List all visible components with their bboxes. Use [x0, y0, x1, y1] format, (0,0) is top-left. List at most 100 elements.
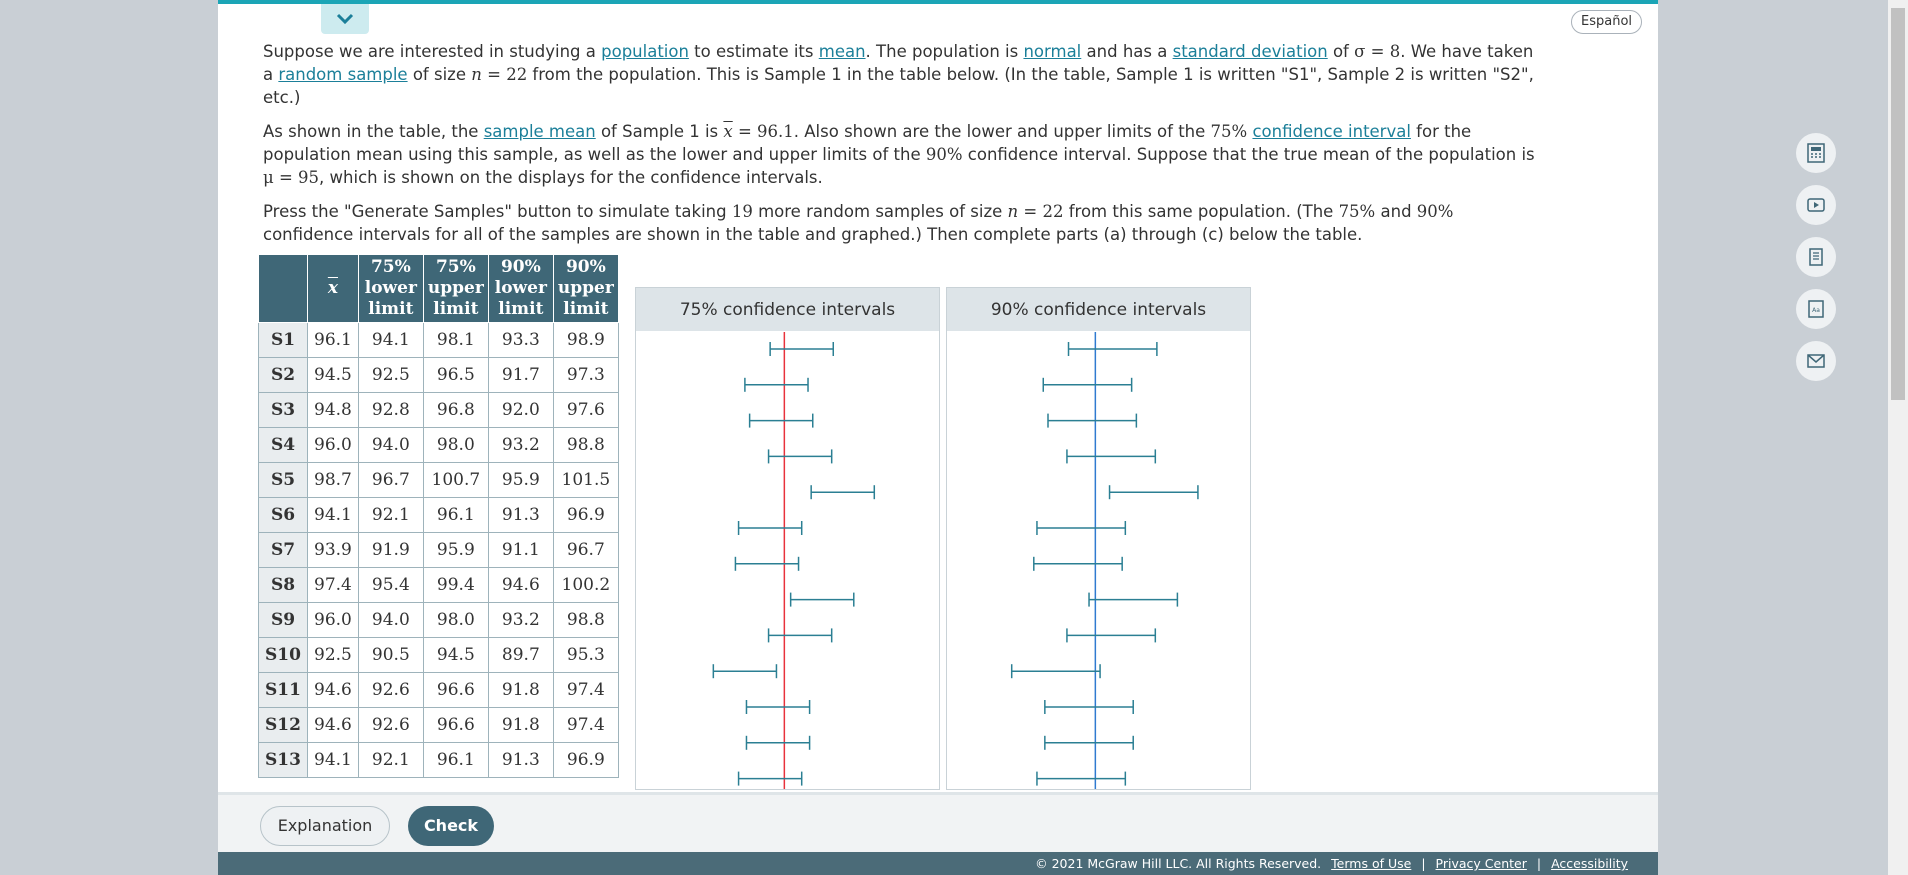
- sample-label: S13: [258, 742, 308, 778]
- text: . The population is: [865, 42, 1024, 61]
- ci75-upper: 98.1: [422, 322, 489, 358]
- sample-mean: 94.1: [307, 497, 359, 533]
- link-population[interactable]: population: [601, 42, 689, 61]
- calculator-button[interactable]: [1796, 133, 1836, 173]
- sample-mean: 96.0: [307, 427, 359, 463]
- link-sample-mean[interactable]: sample mean: [483, 122, 596, 141]
- ci90-lower: 93.2: [487, 602, 554, 638]
- separator: |: [1536, 856, 1542, 871]
- text: of size: [407, 65, 472, 84]
- ci75-upper: 96.1: [422, 742, 489, 778]
- interval-bar: [1036, 771, 1127, 786]
- ci75-lower: 90.5: [357, 637, 424, 673]
- ci90-lower: 89.7: [487, 637, 554, 673]
- interval-bar: [748, 413, 814, 428]
- collapse-toggle[interactable]: [321, 4, 369, 34]
- text: of Sample 1 is: [595, 122, 724, 141]
- ebook-button[interactable]: [1796, 237, 1836, 277]
- chart-title: 75% confidence intervals: [636, 288, 939, 331]
- question-page: Español Suppose we are interested in stu…: [218, 0, 1836, 875]
- link-random-sample[interactable]: random sample: [278, 65, 408, 84]
- ci90-lower: 91.3: [487, 497, 554, 533]
- ci75-lower: 94.0: [357, 427, 424, 463]
- legal-footer: © 2021 McGraw Hill LLC. All Rights Reser…: [218, 852, 1658, 875]
- ci75-upper: 96.5: [422, 357, 489, 393]
- video-icon: [1807, 198, 1825, 212]
- text: confidence interval. Suppose that the tr…: [962, 145, 1535, 164]
- ci90-upper: 100.2: [552, 567, 619, 603]
- sample-label: S9: [258, 602, 308, 638]
- privacy-link[interactable]: Privacy Center: [1435, 856, 1527, 871]
- ci90-lower: 95.9: [487, 462, 554, 498]
- samples-table: x 75% lower limit 75% upper limit 90% lo…: [258, 254, 619, 778]
- header-sample: [258, 254, 308, 323]
- table-row: S2 94.5 92.5 96.5 91.7 97.3: [258, 357, 619, 393]
- math-mu: μ = 95: [263, 168, 320, 187]
- sample-mean: 94.1: [307, 742, 359, 778]
- copyright-text: © 2021 McGraw Hill LLC. All Rights Reser…: [1035, 856, 1322, 871]
- ci90-lower: 93.3: [487, 322, 554, 358]
- ci90-upper: 97.4: [552, 672, 619, 708]
- ci75-lower: 92.6: [357, 672, 424, 708]
- explanation-button[interactable]: Explanation: [260, 806, 390, 846]
- interval-bar: [810, 485, 876, 500]
- math-19: 19: [731, 202, 753, 221]
- sample-label: S6: [258, 497, 308, 533]
- ci90-lower: 91.8: [487, 707, 554, 743]
- link-confidence-interval[interactable]: confidence interval: [1252, 122, 1411, 141]
- email-button[interactable]: [1796, 341, 1836, 381]
- ci75-upper: 99.4: [422, 567, 489, 603]
- ci90-lower: 91.3: [487, 742, 554, 778]
- glossary-button[interactable]: Aa: [1796, 289, 1836, 329]
- ci90-upper: 98.8: [552, 602, 619, 638]
- interval-bar: [734, 556, 800, 571]
- answer-footer: Explanation Check: [218, 792, 1658, 855]
- check-button[interactable]: Check: [408, 806, 494, 846]
- intro-paragraph-2: As shown in the table, the sample mean o…: [263, 120, 1543, 189]
- calculator-icon: [1807, 143, 1825, 163]
- text: from this same population. (The: [1063, 202, 1339, 221]
- sample-mean: 93.9: [307, 532, 359, 568]
- terms-link[interactable]: Terms of Use: [1331, 856, 1412, 871]
- table-row: S9 96.0 94.0 98.0 93.2 98.8: [258, 602, 619, 638]
- scrollbar-thumb[interactable]: [1891, 8, 1905, 400]
- ci90-plot: [1010, 332, 1199, 789]
- svg-text:Aa: Aa: [1812, 307, 1820, 314]
- interval-bar: [1042, 377, 1133, 392]
- math-n: n: [471, 65, 482, 84]
- sample-label: S1: [258, 322, 308, 358]
- ci75-lower: 91.9: [357, 532, 424, 568]
- sample-mean: 94.6: [307, 672, 359, 708]
- interval-bar: [744, 377, 809, 392]
- accessibility-link[interactable]: Accessibility: [1551, 856, 1628, 871]
- text: Press the "Generate Samples" button to s…: [263, 202, 732, 221]
- sample-mean: 96.1: [307, 322, 359, 358]
- text: As shown in the table, the: [263, 122, 484, 141]
- video-button[interactable]: [1796, 185, 1836, 225]
- ci75-upper: 100.7: [422, 462, 489, 498]
- ci90-upper: 97.4: [552, 707, 619, 743]
- link-standard-deviation[interactable]: standard deviation: [1172, 42, 1328, 61]
- text: for the population mean using this sampl…: [263, 122, 1472, 164]
- chevron-down-icon: [336, 13, 354, 25]
- interval-bar: [1010, 664, 1101, 679]
- interval-bar: [789, 592, 855, 607]
- table-header-row: x 75% lower limit 75% upper limit 90% lo…: [258, 254, 619, 323]
- interval-bar: [1088, 592, 1179, 607]
- ci90-lower: 91.8: [487, 672, 554, 708]
- language-toggle-button[interactable]: Español: [1571, 10, 1643, 34]
- ci75-lower: 92.1: [357, 742, 424, 778]
- link-normal[interactable]: normal: [1023, 42, 1082, 61]
- link-mean[interactable]: mean: [818, 42, 866, 61]
- text: Suppose we are interested in studying a: [263, 42, 602, 61]
- math-90: 90%: [925, 145, 963, 164]
- ci90-upper: 98.9: [552, 322, 619, 358]
- table-row: S10 92.5 90.5 94.5 89.7 95.3: [258, 637, 619, 673]
- ci90-upper: 101.5: [552, 462, 619, 498]
- text: confidence intervals for all of the samp…: [263, 225, 1363, 244]
- ci90-lower: 92.0: [487, 392, 554, 428]
- sample-label: S4: [258, 427, 308, 463]
- table-row: S11 94.6 92.6 96.6 91.8 97.4: [258, 672, 619, 708]
- ci75-lower: 94.0: [357, 602, 424, 638]
- interval-bar: [745, 735, 811, 750]
